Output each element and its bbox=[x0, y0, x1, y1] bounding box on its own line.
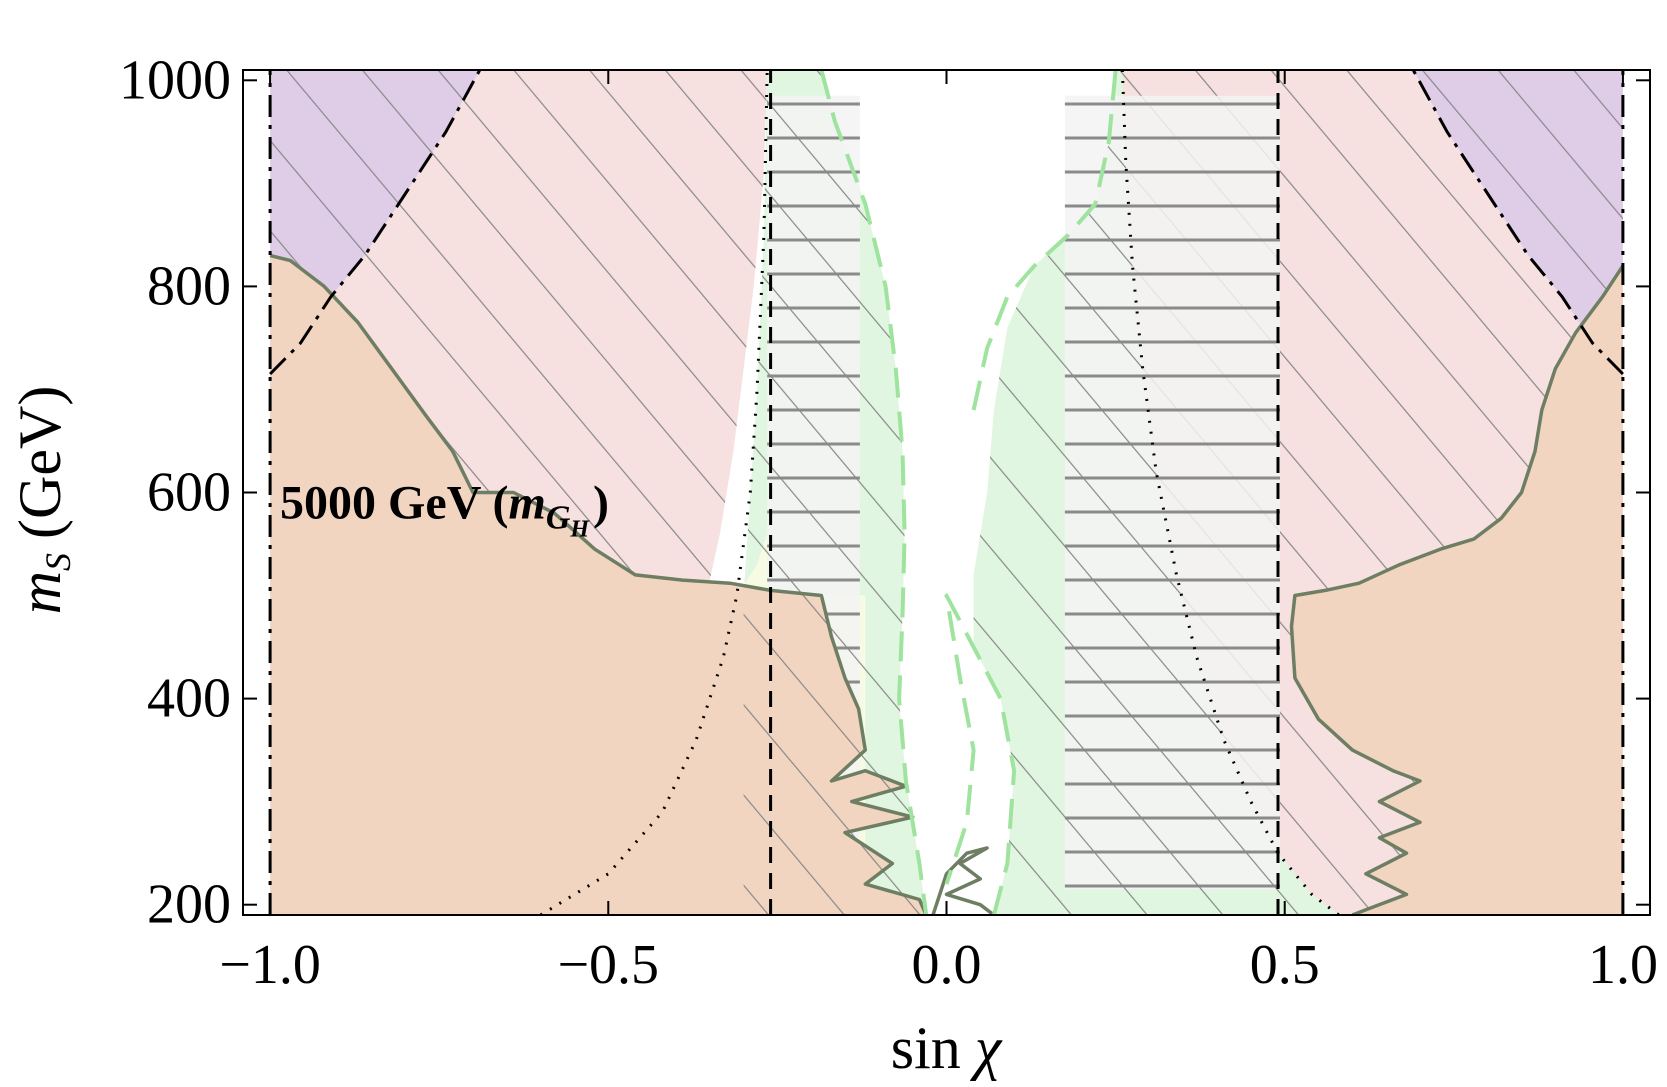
y-tick-label: 600 bbox=[147, 462, 231, 524]
annotation-sub: G bbox=[546, 499, 571, 536]
curve-dotted-right-curve bbox=[1120, 70, 1340, 915]
y-axis-title-sub: S bbox=[38, 553, 78, 571]
x-tick-label: 0.0 bbox=[912, 934, 982, 996]
curve-cluster-left bbox=[269, 253, 928, 915]
curve-center-islands bbox=[931, 846, 995, 915]
y-axis-title-unit: (GeV) bbox=[7, 386, 73, 539]
y-axis-title: mS (GeV) bbox=[7, 386, 78, 615]
x-axis-title-main: sin bbox=[891, 1015, 961, 1081]
x-tick-label: 0.5 bbox=[1250, 934, 1320, 996]
x-axis-title: sin χ bbox=[891, 1015, 1003, 1081]
x-axis-title-greek: χ bbox=[970, 1015, 1003, 1081]
curve-dashdot-right-curve bbox=[1411, 70, 1624, 376]
x-tick-label: 1.0 bbox=[1588, 934, 1658, 996]
curve-cluster-right bbox=[1289, 264, 1625, 915]
curve-green-dashed-upper bbox=[971, 70, 1118, 411]
boundary-curves bbox=[268, 70, 1625, 915]
region-purple-right-hatch bbox=[1413, 70, 1623, 374]
y-tick-label: 400 bbox=[147, 668, 231, 730]
annotation-main: 5000 GeV ( bbox=[280, 476, 508, 529]
annotation-subsub: H bbox=[569, 516, 590, 542]
x-tick-label: −0.5 bbox=[557, 934, 659, 996]
annotation-close: ) bbox=[593, 476, 609, 529]
curve-dashdot-left-curve bbox=[269, 70, 482, 376]
curve-green-dashed-center bbox=[944, 593, 1017, 915]
y-axis: 200 400 600 800 1000 bbox=[119, 49, 1650, 936]
regions bbox=[270, 70, 1623, 915]
y-axis-title-var: m bbox=[7, 571, 73, 614]
y-tick-label: 800 bbox=[147, 255, 231, 317]
annotation-var: m bbox=[508, 476, 545, 529]
x-axis: −1.0 −0.5 0.0 0.5 1.0 bbox=[219, 70, 1658, 996]
y-tick-label: 200 bbox=[147, 874, 231, 936]
region-green-center-hatch bbox=[743, 70, 1339, 915]
y-tick-label: 1000 bbox=[119, 49, 231, 111]
mass-annotation: 5000 GeV (mGH) bbox=[280, 476, 609, 542]
x-tick-label: −1.0 bbox=[219, 934, 321, 996]
